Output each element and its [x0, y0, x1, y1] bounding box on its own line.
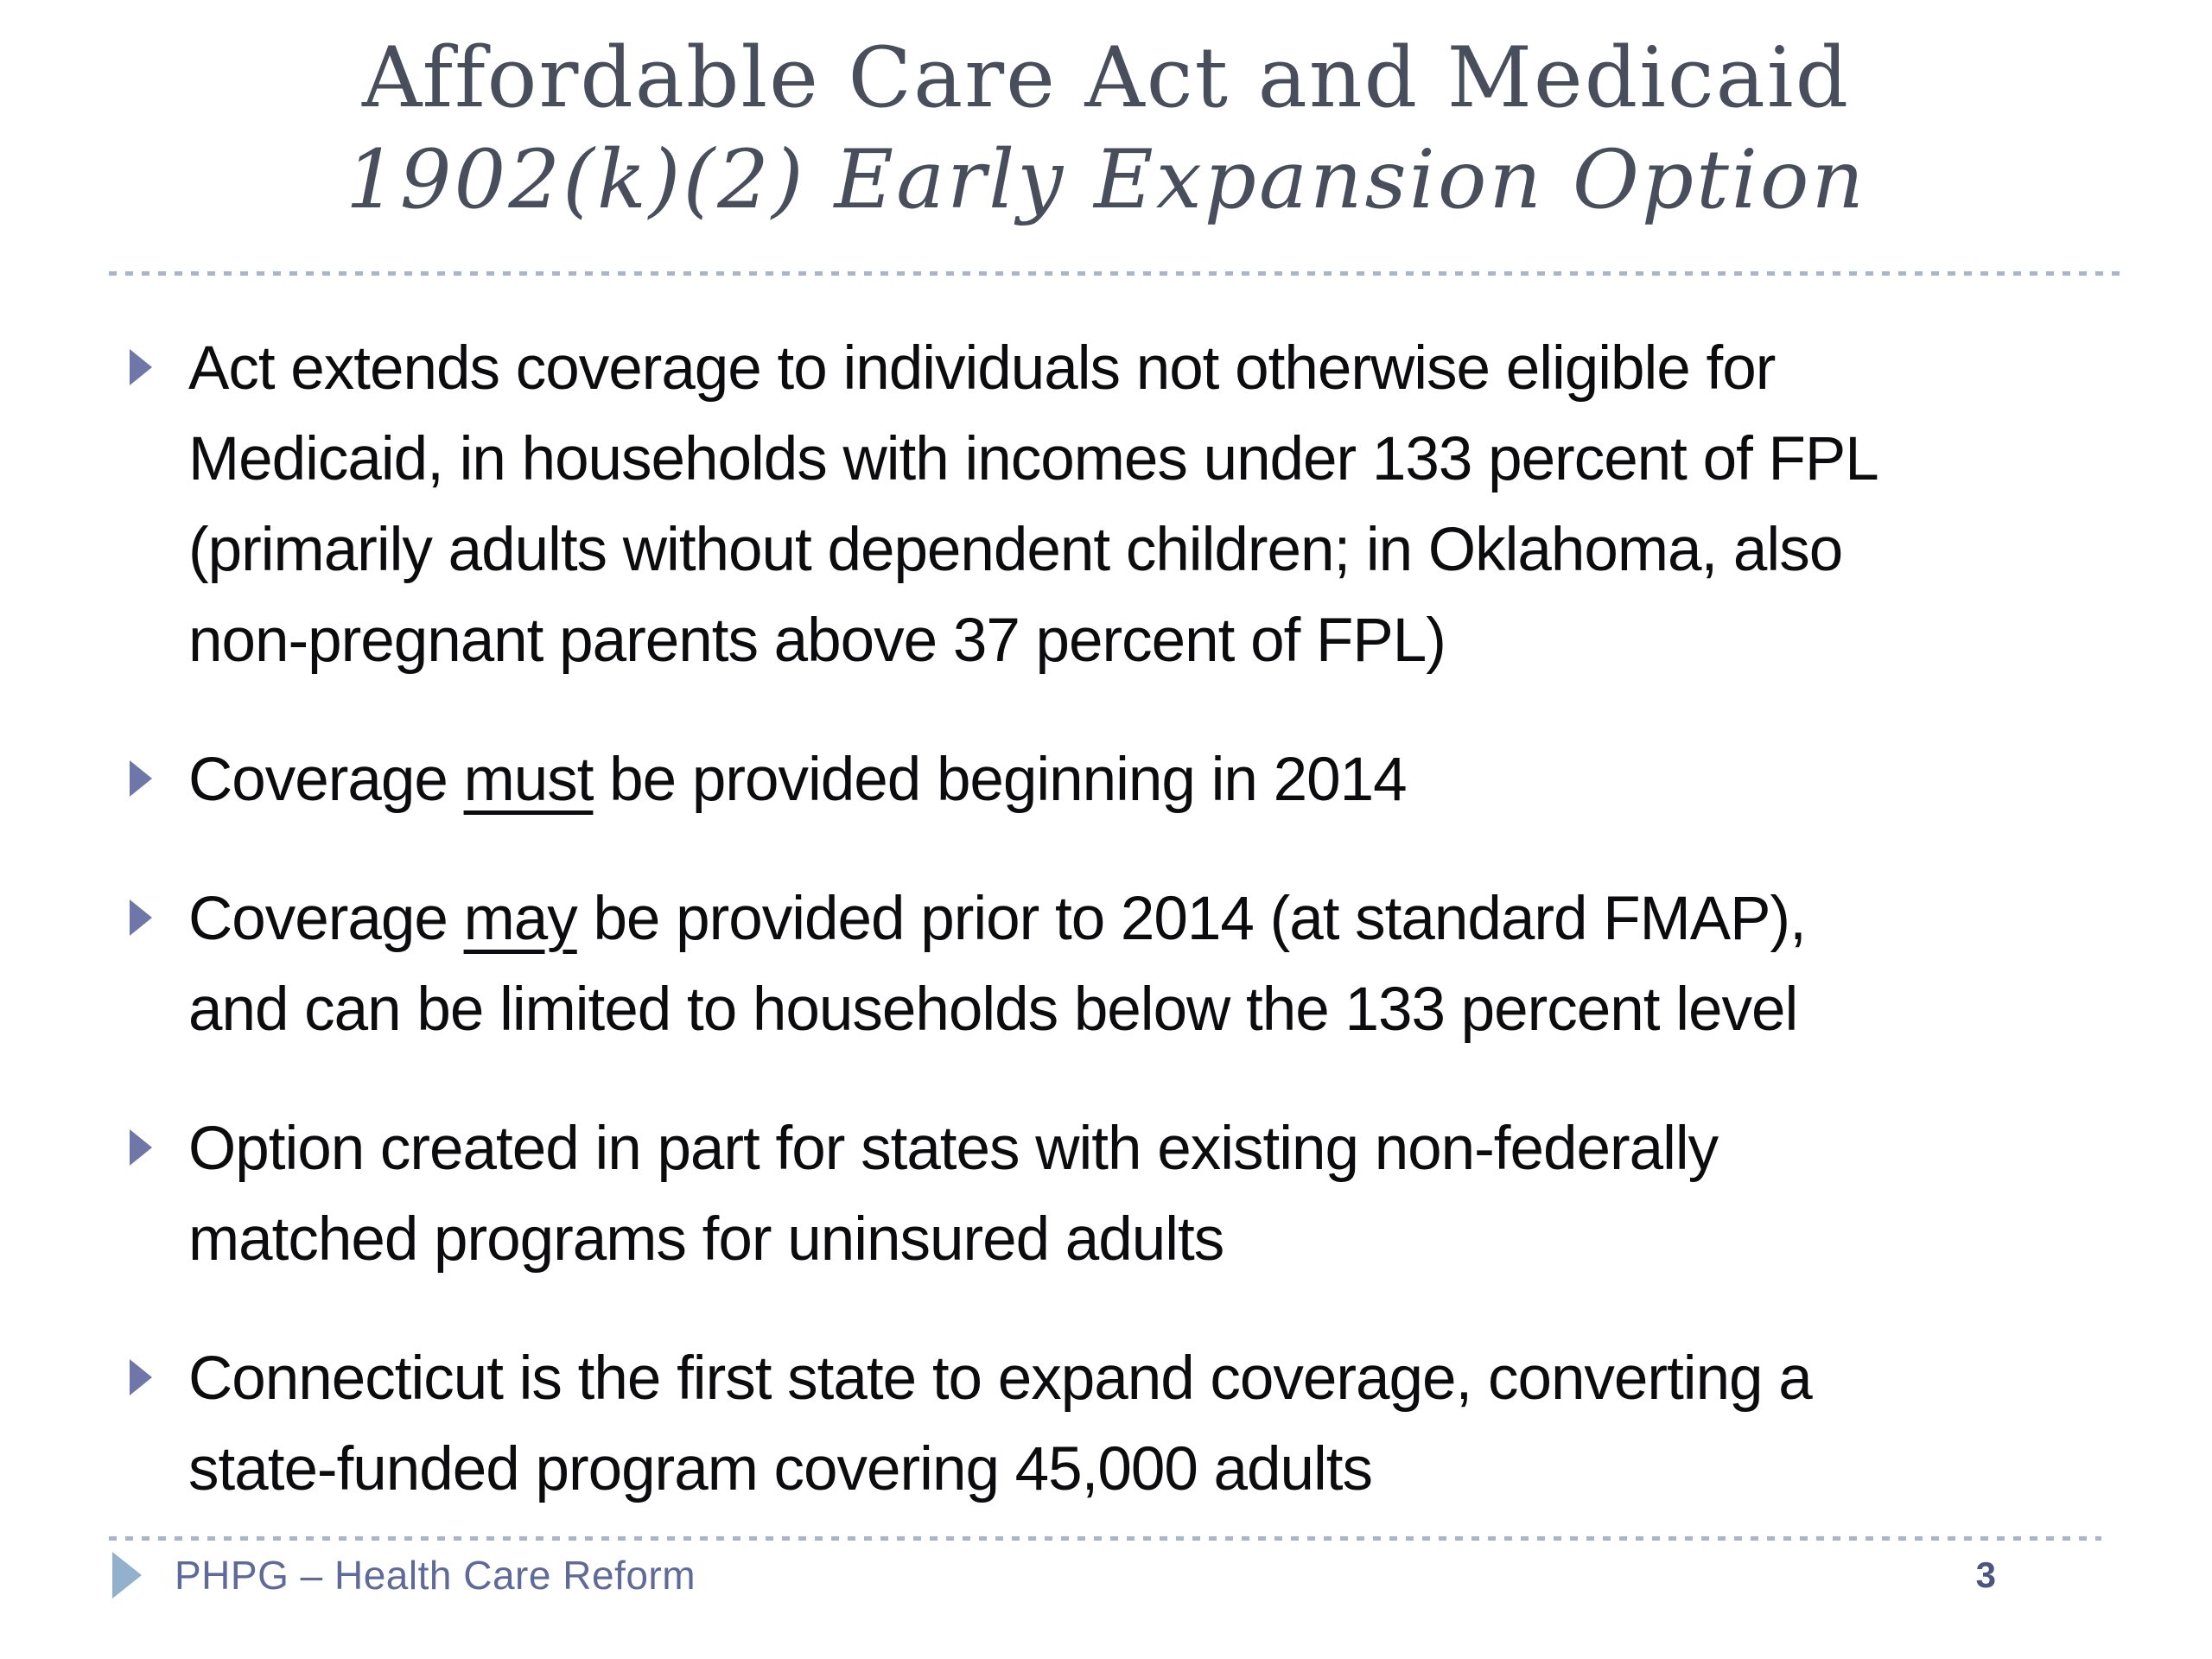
slide-footer: PHPG – Health Care Reform 3 [112, 1552, 2108, 1599]
page-number: 3 [1975, 1554, 1996, 1595]
bullet-text-1: Act extends coverage to individuals not … [188, 323, 1879, 686]
bullet-item-3: Coverage may be provided prior to 2014 (… [130, 874, 2195, 1055]
bullet-3-post: be provided prior to 2014 (at standard F… [188, 885, 1807, 1044]
footer-label: PHPG – Health Care Reform [175, 1553, 696, 1598]
bullet-list: Act extends coverage to individuals not … [130, 323, 2195, 1563]
bullet-2-underlined: must [463, 746, 594, 814]
right-triangle-icon [112, 1552, 142, 1599]
bullet-5-pre: Connecticut is the first state to expand… [188, 1344, 1813, 1503]
bullet-text-3: Coverage may be provided prior to 2014 (… [188, 874, 1807, 1055]
right-triangle-icon [130, 1359, 152, 1395]
footer-left-group: PHPG – Health Care Reform [112, 1552, 696, 1599]
slide-subtitle: 1902(k)(2) Early Expansion Option [345, 133, 1867, 227]
right-triangle-icon [130, 349, 152, 385]
bullet-1-pre: Act extends coverage to individuals not … [188, 334, 1879, 675]
bullet-text-2: Coverage must be provided beginning in 2… [188, 734, 1408, 825]
bullet-4-pre: Option created in part for states with e… [188, 1115, 1719, 1274]
slide-title: Affordable Care Act and Medicaid [361, 29, 1851, 126]
title-divider-dashed-line [109, 271, 2124, 276]
footer-divider-dashed-line [109, 1536, 2101, 1541]
bullet-item-4: Option created in part for states with e… [130, 1103, 2195, 1285]
bullet-2-pre: Coverage [188, 746, 464, 814]
slide-title-block: Affordable Care Act and Medicaid 1902(k)… [0, 26, 2212, 232]
bullet-2-post: be provided beginning in 2014 [593, 746, 1407, 814]
bullet-text-4: Option created in part for states with e… [188, 1103, 1719, 1285]
bullet-item-5: Connecticut is the first state to expand… [130, 1333, 2195, 1515]
bullet-text-5: Connecticut is the first state to expand… [188, 1333, 1813, 1515]
bullet-item-2: Coverage must be provided beginning in 2… [130, 734, 2195, 825]
bullet-3-pre: Coverage [188, 885, 464, 953]
bullet-3-underlined: may [463, 885, 578, 953]
right-triangle-icon [130, 1129, 152, 1166]
right-triangle-icon [130, 899, 152, 936]
bullet-item-1: Act extends coverage to individuals not … [130, 323, 2195, 686]
right-triangle-icon [130, 760, 152, 797]
